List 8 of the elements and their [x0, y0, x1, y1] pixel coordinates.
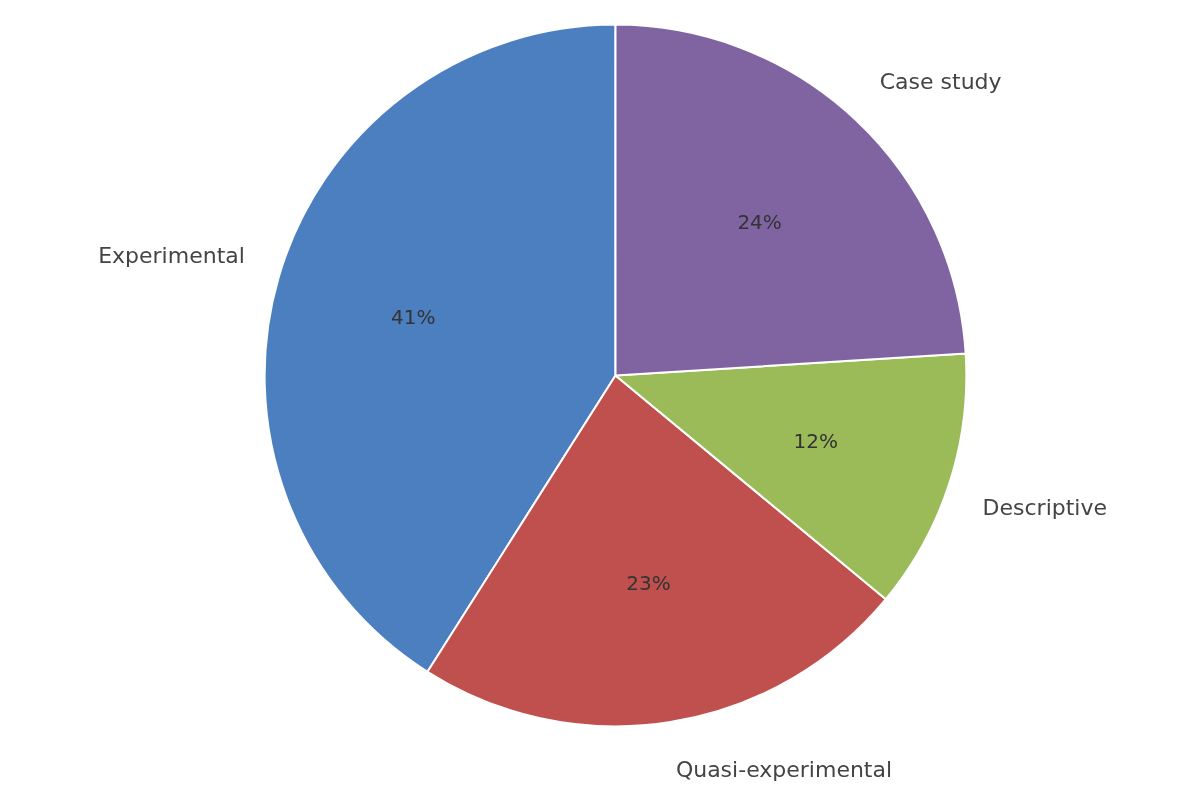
data-label: 12% — [793, 428, 838, 453]
slice-label: Experimental — [98, 242, 245, 268]
data-label: 24% — [737, 210, 782, 235]
slice-label: Case study — [879, 69, 1002, 95]
slice-label: Quasi-experimental — [675, 756, 893, 782]
data-label: 41% — [391, 304, 436, 329]
slice-label: Descriptive — [982, 494, 1108, 520]
data-label: 23% — [626, 571, 671, 596]
